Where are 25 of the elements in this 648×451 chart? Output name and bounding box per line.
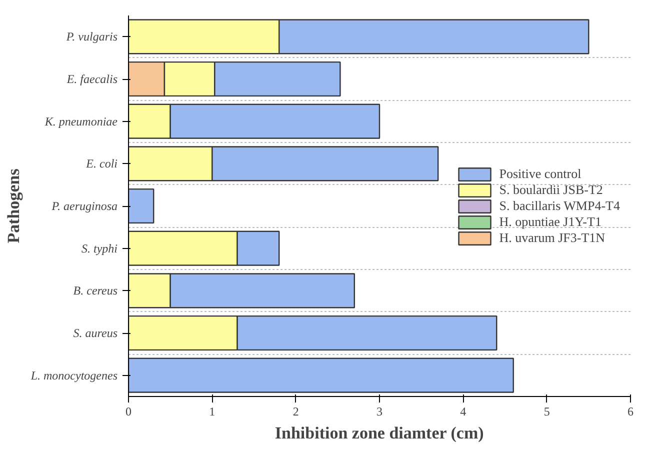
x-tick-label: 3 (376, 404, 382, 418)
legend-label: H. uvarum JF3-T1N (499, 230, 606, 246)
y-tick-label: P. aeruginosa (50, 199, 118, 213)
y-axis-title: Pathogens (4, 168, 23, 244)
y-tick-label: K. pneumoniae (44, 114, 118, 128)
x-tick-label: 1 (209, 404, 216, 418)
y-tick-label: S. typhi (82, 241, 118, 256)
legend-label: S. bacillaris WMP4-T4 (499, 198, 620, 214)
y-tick-label: P. vulgaris (65, 30, 118, 44)
x-axis-title: Inhibition zone diamter (cm) (274, 424, 484, 442)
legend-label: Positive control (499, 166, 582, 182)
y-tick-label: S. aureus (73, 326, 118, 340)
y-tick-label: B. cereus (73, 284, 118, 298)
x-tick-label: 5 (544, 404, 550, 418)
x-tick-label: 6 (628, 404, 634, 418)
x-tick-label: 4 (460, 404, 466, 418)
bar (128, 188, 154, 224)
legend-label: S. boulardii JSB-T2 (499, 182, 603, 198)
y-tick-label: L. monocytogenes (30, 368, 118, 382)
y-tick-label: E. faecalis (66, 72, 118, 86)
x-tick-label: 2 (292, 404, 299, 418)
x-tick-label: 0 (126, 404, 132, 418)
legend-label: H. opuntiae J1Y-T1 (499, 214, 602, 230)
bar (128, 358, 514, 393)
y-tick-label: E. coli (85, 156, 118, 171)
